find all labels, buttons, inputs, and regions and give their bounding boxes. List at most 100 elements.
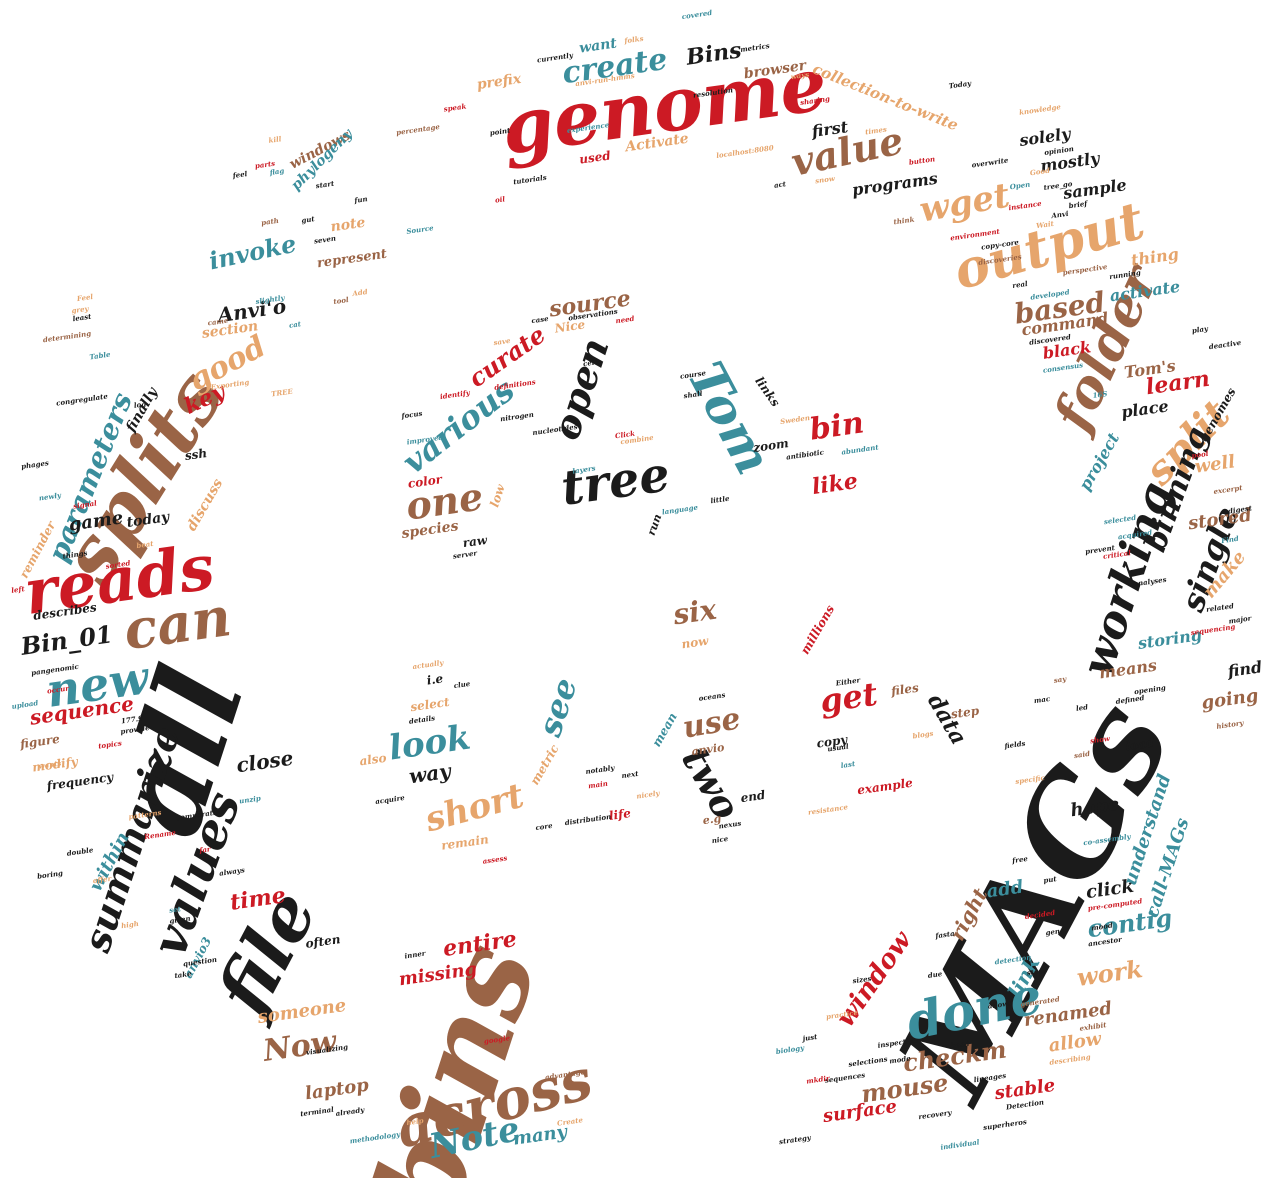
cloud-word: mood — [1091, 921, 1114, 933]
cloud-word: related — [1205, 601, 1234, 614]
cloud-word: act — [773, 179, 787, 190]
cloud-word: tool — [333, 295, 350, 306]
cloud-word: Feel — [75, 292, 94, 303]
cloud-word: also — [359, 751, 388, 769]
cloud-word: topics — [98, 738, 123, 750]
cloud-word: need — [615, 314, 635, 326]
cloud-word: double — [66, 845, 94, 858]
cloud-word: raw — [462, 533, 489, 550]
cloud-word: core — [535, 821, 554, 832]
cloud-word: invoke — [206, 229, 299, 276]
cloud-word: localhost:8080 — [716, 143, 775, 160]
cloud-word: fasta — [934, 929, 956, 941]
cloud-word: set — [169, 904, 183, 915]
cloud-word: opinion — [1044, 144, 1075, 157]
cloud-word: use — [680, 701, 743, 746]
cloud-word: Either — [834, 675, 862, 688]
cloud-word: boring — [36, 868, 63, 881]
cloud-word: offer — [92, 874, 113, 886]
cloud-word: selections — [848, 1054, 888, 1068]
cloud-word: focus — [400, 409, 423, 421]
cloud-word: identify — [439, 388, 471, 401]
cloud-word: always — [219, 865, 246, 878]
cloud-word: running — [1109, 268, 1142, 281]
cloud-word: show — [1090, 734, 1112, 746]
cloud-word: find — [1225, 657, 1263, 681]
cloud-word: just — [800, 1032, 819, 1043]
cloud-word: said — [1073, 749, 1090, 760]
cloud-word: speak — [443, 101, 467, 113]
cloud-word: used — [578, 148, 612, 166]
cloud-word: major — [1228, 613, 1253, 625]
cloud-word: prefix — [476, 71, 523, 93]
cloud-word: Nice — [553, 317, 586, 335]
cloud-word: wants — [38, 758, 62, 770]
cloud-word: now — [681, 634, 710, 652]
cloud-word: figure — [18, 732, 61, 752]
cloud-word: metrics — [740, 41, 771, 54]
cloud-word: kill — [268, 134, 282, 145]
cloud-word: Open — [1009, 180, 1031, 192]
cloud-word: Add — [351, 287, 368, 298]
cloud-word: save — [493, 336, 512, 347]
cloud-word: sharing — [799, 94, 830, 107]
cloud-word: Source — [406, 223, 435, 236]
cloud-word: tutorials — [513, 173, 548, 187]
cloud-word: last — [840, 759, 856, 770]
cloud-word: antibiotic — [786, 447, 826, 461]
cloud-word: percentage — [396, 122, 441, 137]
cloud-word: details — [408, 713, 435, 726]
cloud-word: surface — [821, 1096, 899, 1127]
cloud-word: free — [1011, 854, 1029, 865]
cloud-word: upload — [11, 698, 39, 711]
cloud-word: things — [62, 548, 88, 560]
cloud-word: head — [950, 1039, 970, 1051]
cloud-word: selected — [1103, 513, 1136, 526]
cloud-word: biology — [775, 1043, 805, 1056]
cloud-word: high — [121, 919, 140, 930]
cloud-word: steps — [1026, 966, 1048, 978]
cloud-word: represent — [316, 247, 388, 272]
cloud-word: path — [261, 216, 280, 227]
cloud-word: discuss — [184, 476, 227, 534]
cloud-word: think — [893, 215, 915, 227]
cloud-word: knowledge — [1019, 102, 1062, 117]
cloud-word: specific — [1015, 773, 1046, 786]
cloud-word: case — [531, 314, 550, 325]
cloud-word: 16S — [1092, 389, 1108, 400]
cloud-word: low — [487, 482, 508, 509]
cloud-word: play — [1191, 324, 1209, 335]
cloud-word: like — [810, 468, 859, 500]
cloud-word: cat — [288, 319, 302, 330]
cloud-word: already — [335, 1105, 366, 1118]
cloud-word: cells — [582, 357, 601, 368]
cloud-word: way — [407, 759, 453, 789]
cloud-word: gene — [1045, 926, 1066, 938]
cloud-word: snow — [815, 174, 837, 186]
cloud-word: history — [1216, 718, 1245, 731]
cloud-word: millions — [798, 602, 837, 656]
cloud-word: end — [740, 788, 767, 805]
cloud-word: Table — [89, 350, 112, 362]
cloud-word: mode — [889, 1053, 912, 1065]
cloud-word: copy — [816, 732, 849, 750]
cloud-word: due — [927, 969, 943, 980]
cloud-word: led — [1075, 702, 1088, 713]
cloud-word: google — [483, 1033, 511, 1046]
cloud-word: nice — [711, 834, 729, 845]
cloud-word: allow — [1047, 1028, 1104, 1056]
cloud-word: bin — [808, 405, 867, 447]
cloud-word: TREE — [271, 386, 294, 398]
cloud-word: place — [1120, 396, 1170, 421]
cloud-word: feel — [231, 169, 248, 180]
cloud-word: digest — [1227, 503, 1253, 515]
cloud-word: help — [406, 1116, 424, 1127]
cloud-word: times — [865, 125, 888, 137]
cloud-word: fields — [1003, 739, 1026, 751]
cloud-word: layers — [572, 463, 596, 475]
cloud-word: Create — [556, 1115, 583, 1128]
cloud-word: least — [72, 312, 93, 324]
cloud-word: Today — [948, 78, 973, 90]
cloud-word: Find — [1220, 534, 1240, 546]
cloud-word: oceans — [698, 690, 726, 703]
